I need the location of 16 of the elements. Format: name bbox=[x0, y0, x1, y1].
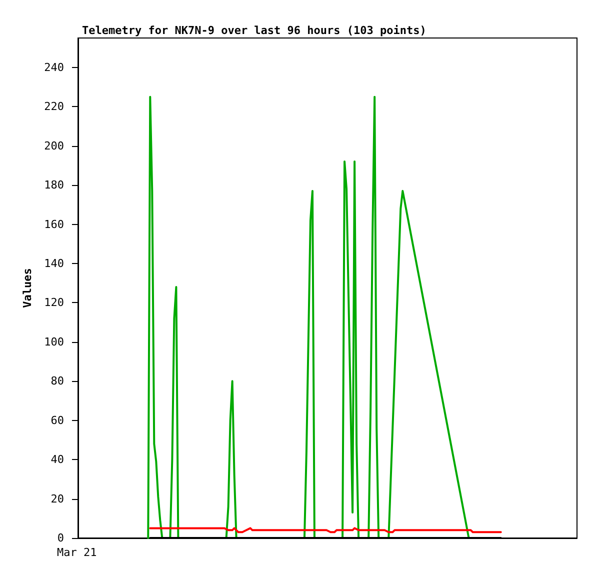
y-tick-label: 80 bbox=[50, 374, 64, 388]
y-tick-label: 60 bbox=[50, 414, 64, 427]
y-tick-label: 120 bbox=[44, 296, 64, 310]
y-tick-label: 160 bbox=[44, 218, 64, 231]
y-tick-label: 140 bbox=[44, 256, 64, 270]
y-tick-label: 180 bbox=[44, 178, 64, 192]
y-tick-label: 240 bbox=[44, 60, 64, 74]
y-tick-label: 100 bbox=[44, 335, 64, 348]
text: Mar 21 bbox=[57, 546, 97, 559]
y-tick-label: 20 bbox=[50, 492, 64, 506]
y-tick-label: 0 bbox=[57, 532, 64, 544]
y-tick-label: 220 bbox=[44, 100, 64, 114]
chart-title: Telemetry for NK7N-9 over last 96 hours (103 points) bbox=[82, 24, 426, 37]
y-axis-title: Values bbox=[21, 268, 34, 308]
y-tick-label: 200 bbox=[44, 139, 64, 152]
y-tick-label: 40 bbox=[50, 453, 64, 466]
